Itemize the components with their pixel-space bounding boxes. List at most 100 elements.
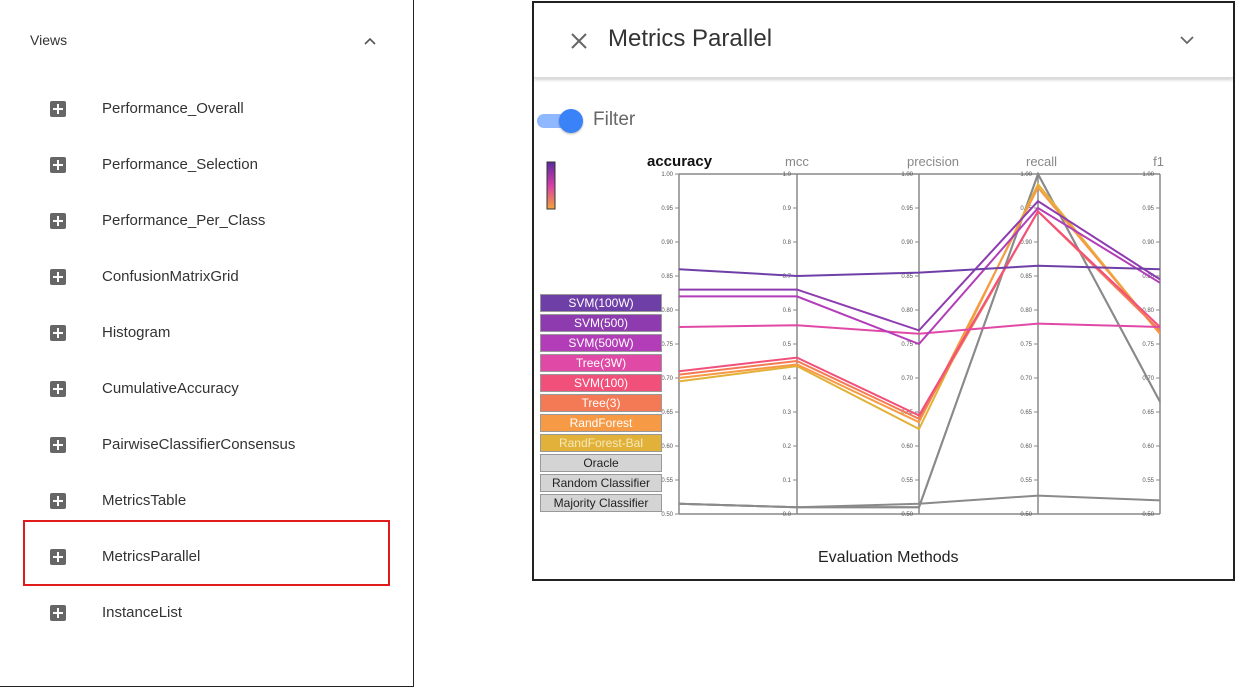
- plus-icon[interactable]: [50, 605, 66, 621]
- close-icon[interactable]: [568, 30, 590, 52]
- view-item-label: InstanceList: [102, 604, 183, 621]
- view-item-label: CumulativeAccuracy: [102, 380, 239, 397]
- tick-label: 0.8: [783, 240, 792, 246]
- view-item-instance-list[interactable]: InstanceList: [50, 601, 390, 625]
- tick-label: 0.90: [901, 240, 913, 246]
- filter-toggle[interactable]: [537, 109, 585, 133]
- legend-item-random-classifier[interactable]: Random Classifier: [540, 474, 662, 492]
- legend-item-svm-500w-[interactable]: SVM(500W): [540, 334, 662, 352]
- metrics-parallel-card: Metrics Parallel Filter accuracy 0.50 0.55…: [532, 1, 1235, 581]
- card-title: Metrics Parallel: [608, 25, 773, 52]
- plus-icon[interactable]: [50, 381, 66, 397]
- card-header: Metrics Parallel: [534, 3, 1233, 78]
- plus-icon[interactable]: [50, 437, 66, 453]
- tick-label: 0.95: [661, 206, 673, 212]
- tick-label: 1.00: [661, 172, 673, 178]
- views-panel: Views Performance_Overall Performance_Se…: [0, 0, 414, 687]
- view-item-pairwise-classifier-consensus[interactable]: PairwiseClassifierConsensus: [50, 433, 390, 457]
- legend-item-randforest[interactable]: RandForest: [540, 414, 662, 432]
- axis-label-recall[interactable]: recall: [1026, 154, 1057, 169]
- plus-icon[interactable]: [50, 549, 66, 565]
- tick-label: 0.95: [901, 206, 913, 212]
- tick-label: 1.00: [1020, 172, 1032, 178]
- series-line-svm-100-[interactable]: [678, 209, 1161, 417]
- tick-label: 0.85: [901, 274, 913, 280]
- plus-icon[interactable]: [50, 157, 66, 173]
- tick-label: 0.9: [783, 206, 792, 212]
- axis-label-mcc[interactable]: mcc: [785, 154, 809, 169]
- view-item-performance-selection[interactable]: Performance_Selection: [50, 153, 390, 177]
- chevron-down-icon[interactable]: [1178, 33, 1196, 47]
- tick-label: 0.6: [783, 308, 792, 314]
- tick-label: 0.55: [661, 478, 673, 484]
- plus-icon[interactable]: [50, 101, 66, 117]
- tick-label: 0.4: [783, 376, 792, 382]
- tick-label: 0.95: [1142, 206, 1154, 212]
- view-item-performance-overall[interactable]: Performance_Overall: [50, 97, 390, 121]
- x-axis-title: Evaluation Methods: [818, 549, 959, 566]
- view-item-metrics-table[interactable]: MetricsTable: [50, 489, 390, 513]
- tick-label: 0.60: [901, 444, 913, 450]
- legend-item-svm-100w-[interactable]: SVM(100W): [540, 294, 662, 312]
- legend-item-tree-3-[interactable]: Tree(3): [540, 394, 662, 412]
- view-item-cumulative-accuracy[interactable]: CumulativeAccuracy: [50, 377, 390, 401]
- filter-label: Filter: [593, 109, 636, 130]
- legend-item-svm-500-[interactable]: SVM(500): [540, 314, 662, 332]
- legend-item-svm-100-[interactable]: SVM(100): [540, 374, 662, 392]
- tick-label: 0.80: [661, 308, 673, 314]
- tick-label: 0.85: [1020, 274, 1032, 280]
- view-item-histogram[interactable]: Histogram: [50, 321, 390, 345]
- tick-label: 0.80: [1020, 308, 1032, 314]
- tick-label: 0.75: [901, 342, 913, 348]
- plus-icon[interactable]: [50, 325, 66, 341]
- tick-label: 0.50: [1142, 512, 1154, 518]
- tick-label: 1.00: [901, 172, 913, 178]
- series-line-svm-100w-[interactable]: [678, 264, 1161, 278]
- tick-label: 0.75: [661, 342, 673, 348]
- tick-label: 1.00: [1142, 172, 1154, 178]
- plus-icon[interactable]: [50, 493, 66, 509]
- legend-item-oracle[interactable]: Oracle: [540, 454, 662, 472]
- legend-item-tree-3w-[interactable]: Tree(3W): [540, 354, 662, 372]
- axis-label-f1[interactable]: f1: [1153, 154, 1164, 169]
- axis-label-accuracy[interactable]: accuracy: [647, 153, 713, 170]
- view-item-confusion-matrix-grid[interactable]: ConfusionMatrixGrid: [50, 265, 390, 289]
- views-header: Views: [30, 32, 68, 48]
- view-item-performance-per-class[interactable]: Performance_Per_Class: [50, 209, 390, 233]
- tick-label: 0.65: [1020, 410, 1032, 416]
- legend-item-majority-classifier[interactable]: Majority Classifier: [540, 494, 662, 512]
- tick-label: 1.0: [783, 172, 792, 178]
- view-item-label: Performance_Overall: [102, 100, 244, 117]
- parallel-coordinates-plot: accuracy 0.50 0.55 0.60 0.65 0.70 0.75 0.80 0.85…: [546, 153, 1164, 518]
- view-item-label: Performance_Per_Class: [102, 212, 266, 229]
- tick-label: 0.90: [1020, 240, 1032, 246]
- tick-label: 0.65: [1142, 410, 1154, 416]
- series-line-svm-500w-[interactable]: [679, 206, 1161, 346]
- series-line-svm-500-[interactable]: [679, 199, 1161, 332]
- tick-label: 0.80: [1142, 308, 1154, 314]
- plus-icon[interactable]: [50, 269, 66, 285]
- series-legend: SVM(100W) SVM(500) SVM(500W) Tree(3W) SVM(10…: [540, 294, 662, 514]
- series-line-randforest[interactable]: [678, 185, 1161, 424]
- tick-label: 0.60: [661, 444, 673, 450]
- tick-label: 0.90: [1142, 240, 1154, 246]
- view-item-metrics-parallel[interactable]: MetricsParallel: [50, 545, 390, 569]
- color-scale-bar: [546, 161, 556, 210]
- legend-item-randforest-bal[interactable]: RandForest-Bal: [540, 434, 662, 452]
- tick-label: 0.5: [783, 342, 792, 348]
- plus-icon[interactable]: [50, 213, 66, 229]
- tick-label: 0.50: [901, 512, 913, 518]
- tick-label: 0.50: [661, 512, 673, 518]
- tick-label: 0.50: [1020, 512, 1032, 518]
- tick-label: 0.80: [901, 308, 913, 314]
- toggle-thumb: [559, 109, 583, 133]
- chevron-up-icon[interactable]: [362, 34, 378, 48]
- tick-label: 0.75: [1142, 342, 1154, 348]
- series-line-tree-3w-[interactable]: [678, 322, 1161, 335]
- tick-label: 0.2: [783, 444, 792, 450]
- axis-label-precision[interactable]: precision: [907, 154, 959, 169]
- tick-label: 0.85: [1142, 274, 1154, 280]
- tick-label: 0.55: [1020, 478, 1032, 484]
- view-item-label: MetricsParallel: [102, 548, 201, 565]
- view-item-label: ConfusionMatrixGrid: [102, 268, 239, 285]
